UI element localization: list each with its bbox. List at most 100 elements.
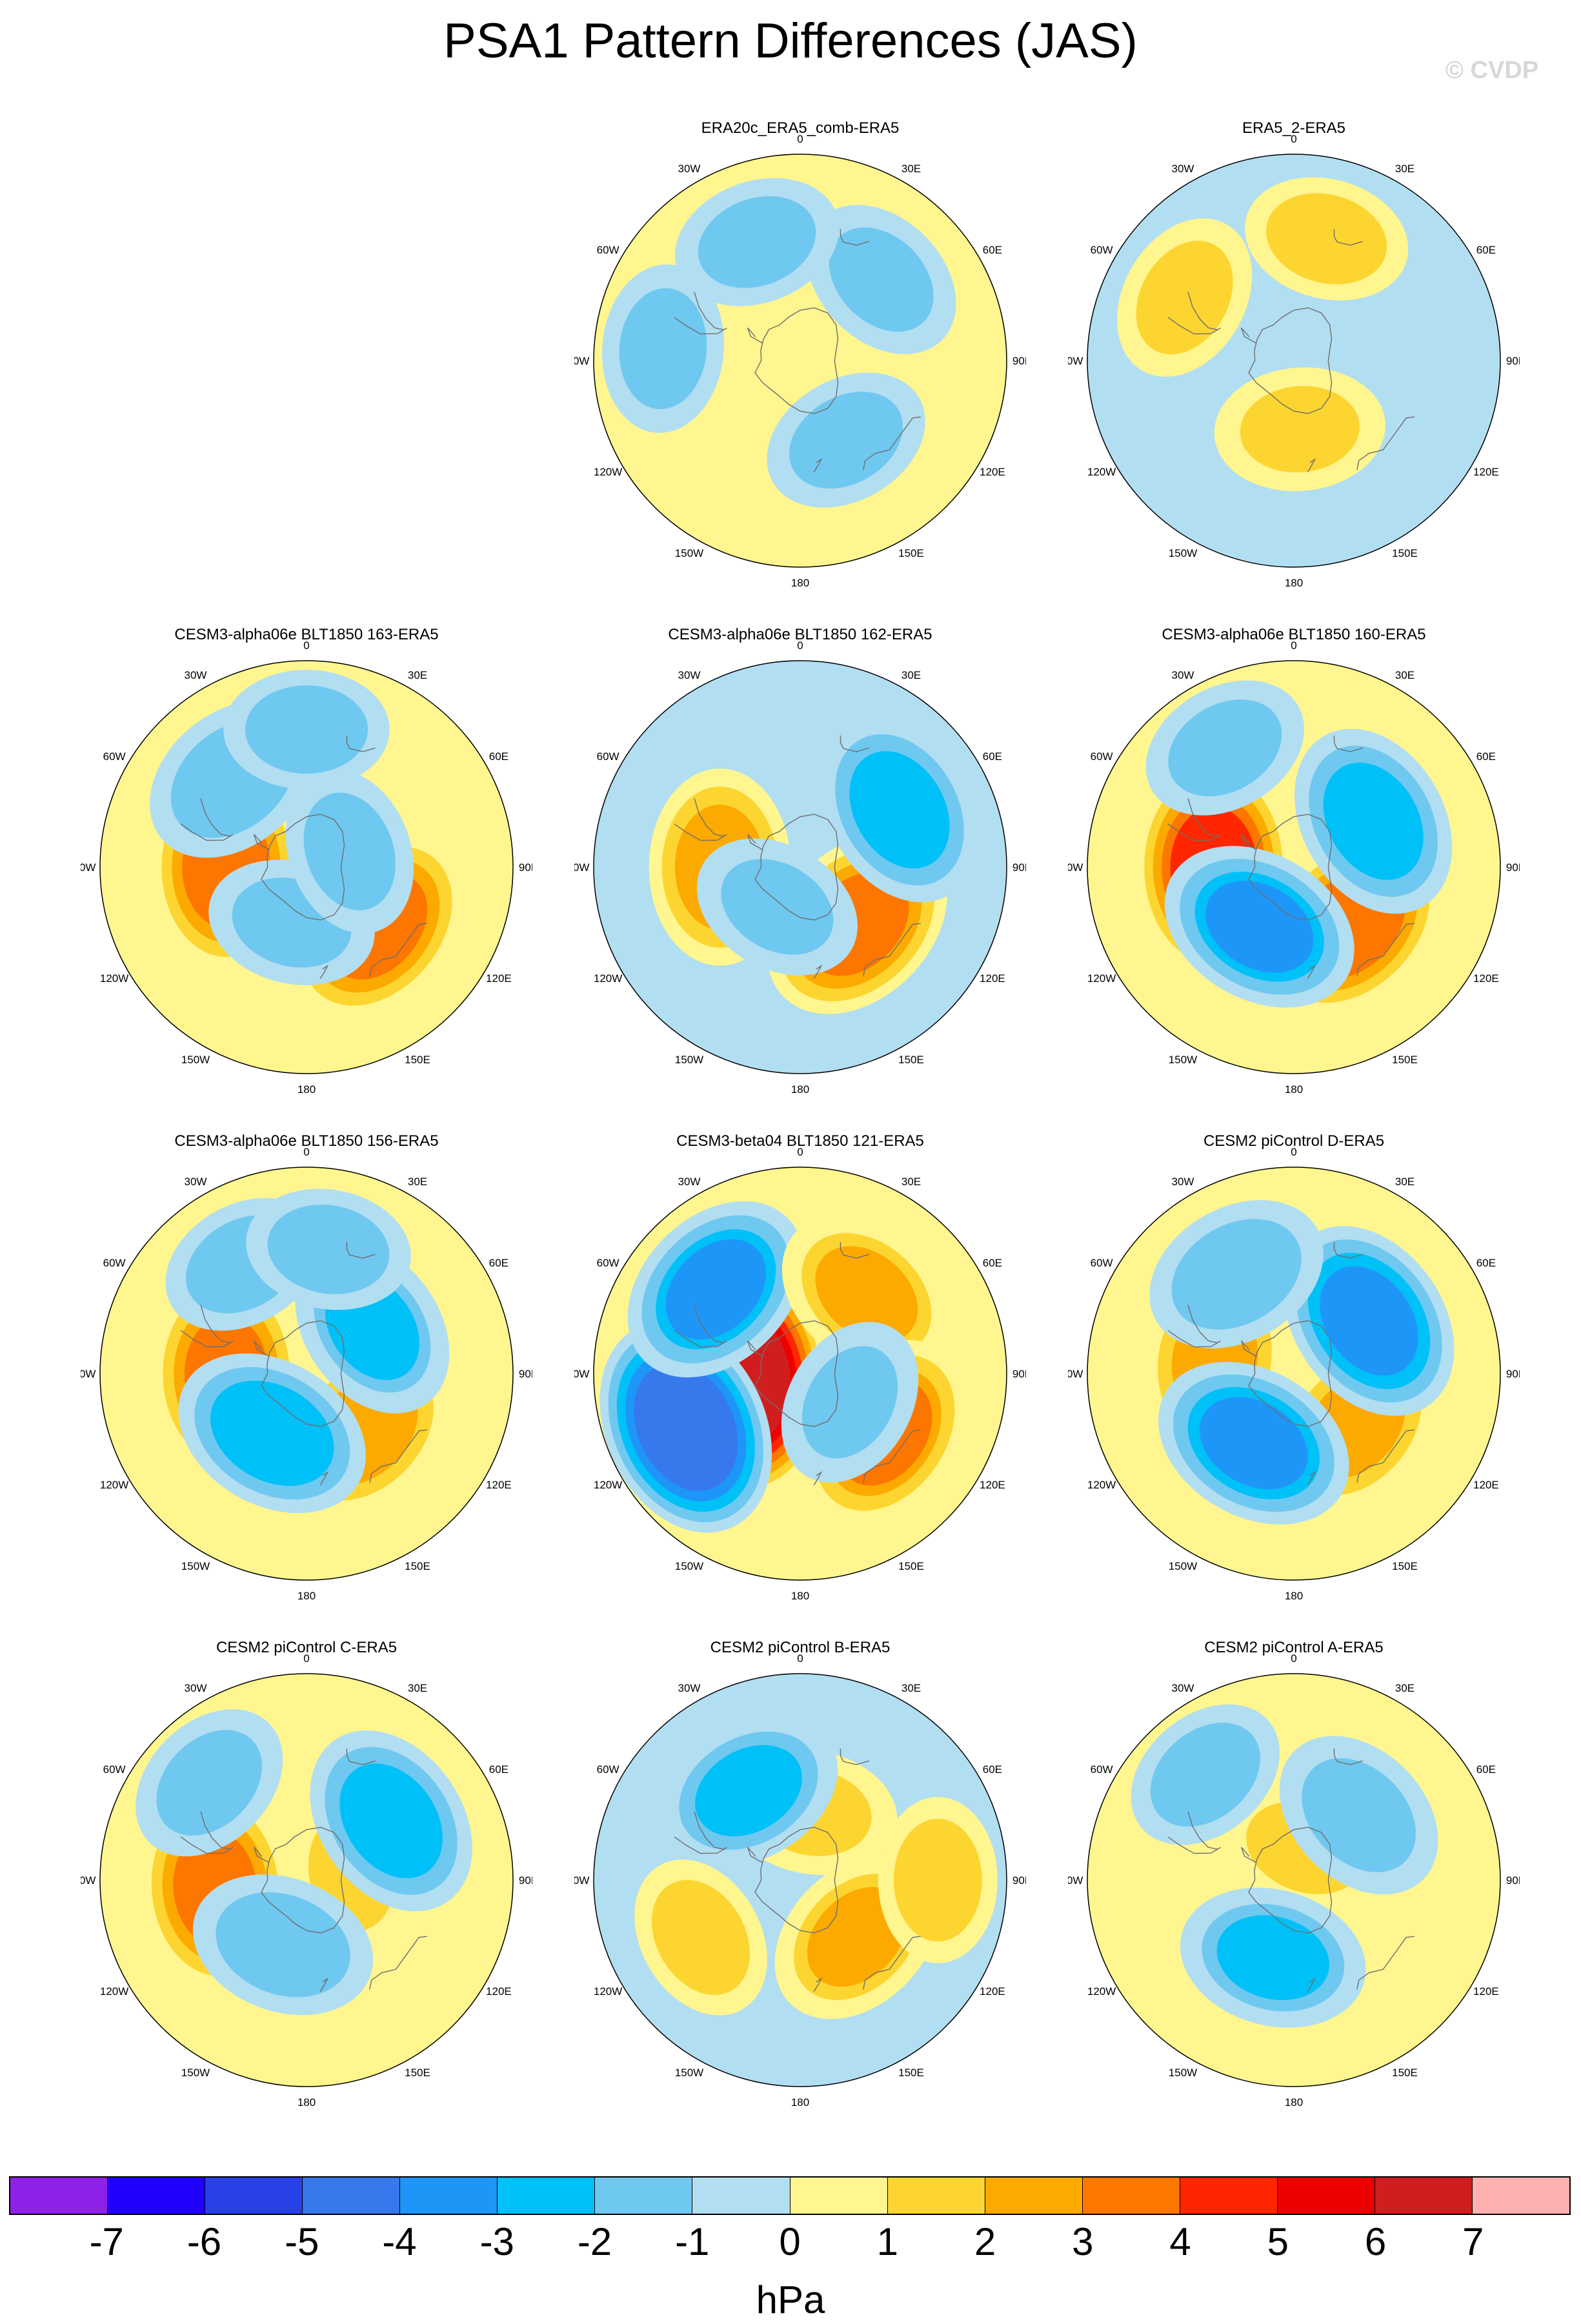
contour-fill [854,756,945,864]
longitude-label: 30E [901,669,921,681]
contour-fill [815,1246,918,1343]
contour-fill [789,392,903,489]
colorbar-swatch [1472,2178,1569,2214]
contour-fill [1150,1723,1261,1827]
coastline-new-zealand [813,1470,823,1486]
coastline-africa [1333,1241,1363,1259]
longitude-label: 90W [574,355,589,367]
longitude-label: 0 [797,1654,803,1665]
coastline-antarctica [1248,814,1333,921]
contour-fill [1240,386,1360,473]
contour-fill [665,1239,767,1340]
polar-map: 0 30E 60E 90E 120E 150E 180 150W 120W 90W 60W 30W [81,1148,532,1602]
coastline-south-america [1167,292,1221,335]
coastline-south-america [1167,1811,1221,1854]
longitude-label: 150W [1169,1054,1197,1066]
colorbar-tick: 2 [974,2220,996,2263]
coastline-africa [840,228,869,246]
longitude-label: 90W [1068,355,1083,367]
longitude-label: 180 [297,2096,316,2109]
longitude-label: 150E [898,2067,924,2079]
coastline-south-america [674,1305,727,1348]
coastline-peninsula [1240,1340,1257,1357]
coastline-peninsula [747,327,763,344]
contour-fill [156,1730,263,1836]
longitude-label: 0 [797,135,803,145]
map-border [593,154,1007,568]
longitude-label: 90W [81,1368,96,1380]
longitude-label: 150E [405,1054,430,1066]
map-border [1087,154,1501,568]
longitude-label: 150W [181,2067,210,2079]
longitude-label: 180 [1285,2096,1303,2109]
colorbar-swatch [1277,2178,1375,2214]
polar-map: 0 30E 60E 90E 120E 150E 180 150W 120W 90W 60W 30W [1068,641,1520,1096]
longitude-label: 120W [1087,1479,1116,1491]
coastline-australia [1356,416,1415,470]
map-border [1087,1167,1501,1581]
map-border [99,1167,514,1581]
coastline-peninsula [747,1340,763,1357]
polar-map: 0 30E 60E 90E 120E 150E 180 150W 120W 90W 60W 30W [1068,1654,1520,2109]
longitude-label: 180 [791,1590,809,1602]
longitude-label: 60W [103,1763,126,1776]
longitude-label: 90W [1068,1368,1083,1380]
coastline-africa [1333,228,1363,246]
longitude-label: 150W [675,547,703,559]
colorbar-tick: 7 [1462,2220,1484,2263]
panel-title: ERA20c_ERA5_comb-ERA5 [701,119,900,137]
coastline-antarctica [754,1827,839,1934]
contour-fill [267,1204,390,1294]
longitude-label: 0 [1291,135,1296,145]
longitude-label: 180 [1285,1590,1303,1602]
longitude-label: 150W [181,1054,210,1066]
longitude-label: 120W [100,1985,128,1998]
longitude-label: 90E [519,1874,532,1887]
longitude-label: 120E [980,972,1005,985]
panel-title: CESM2 piControl A-ERA5 [1204,1639,1384,1656]
polar-map: 0 30E 60E 90E 120E 150E 180 150W 120W 90W 60W 30W [574,641,1026,1096]
colorbar-units: hPa [756,2278,825,2321]
longitude-label: 60E [489,1763,509,1776]
credit-watermark: © CVDP [1445,57,1539,84]
colorbar-tick: 1 [876,2220,898,2263]
panel-title: ERA5_2-ERA5 [1242,119,1346,137]
coastline-africa [1333,1748,1363,1765]
colorbar-swatch [887,2178,985,2214]
longitude-label: 0 [1291,1654,1296,1665]
contour-fill [218,1387,326,1479]
longitude-label: 60W [597,244,619,256]
coastline-peninsula [253,834,270,850]
longitude-label: 120W [594,1985,622,1998]
longitude-label: 30E [1395,1176,1415,1188]
longitude-label: 90E [1012,1368,1026,1380]
colorbar-swatch [108,2178,206,2214]
longitude-label: 90W [574,1874,589,1887]
longitude-label: 30E [901,1682,921,1694]
panel-title: CESM3-alpha06e BLT1850 156-ERA5 [174,1132,439,1150]
coastline-australia [369,1429,427,1483]
contour-fill [829,227,934,332]
polar-map: 0 30E 60E 90E 120E 150E 180 150W 120W 90W 60W 30W [81,641,532,1096]
panel-title: CESM2 piControl B-ERA5 [710,1639,891,1656]
longitude-label: 0 [1291,1148,1296,1158]
colorbar-tick: -5 [285,2220,319,2263]
colorbar-swatch [790,2178,888,2214]
longitude-label: 60W [103,750,126,763]
contour-fill [695,1745,802,1837]
longitude-label: 150E [1392,1560,1418,1572]
longitude-label: 120E [1473,972,1499,985]
longitude-label: 180 [791,577,809,589]
contour-fill [1136,241,1233,355]
contour-fill [698,196,816,288]
polar-map: 0 30E 60E 90E 120E 150E 180 150W 120W 90W 60W 30W [1068,1148,1520,1602]
longitude-label: 180 [1285,1083,1303,1096]
longitude-label: 30W [185,1176,207,1188]
map-border [593,1167,1007,1581]
panel-title: CESM2 piControl D-ERA5 [1203,1132,1385,1150]
